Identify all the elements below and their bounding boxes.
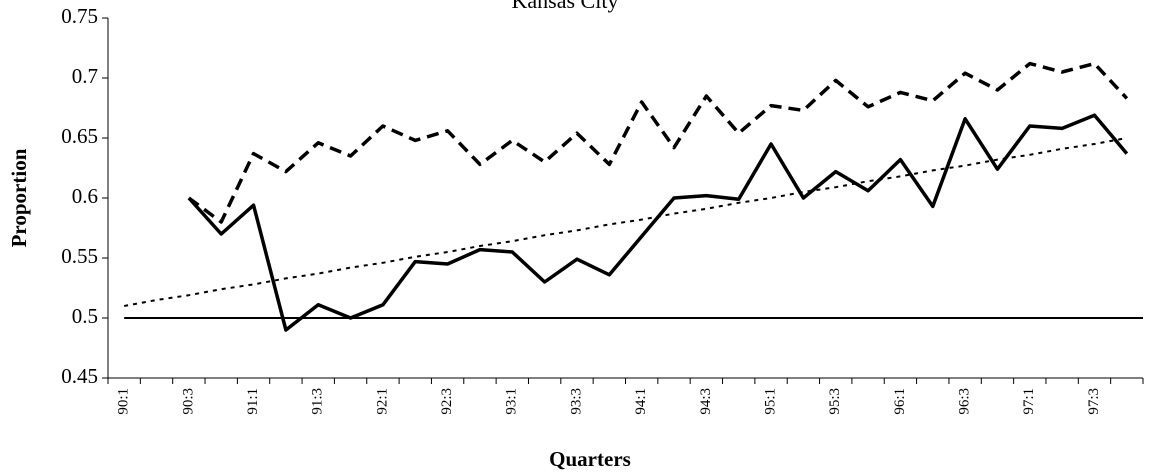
x-tick-label: 94:1 xyxy=(633,388,649,415)
x-tick-label: 97:1 xyxy=(1021,388,1037,415)
x-tick-label: 92:3 xyxy=(439,388,455,415)
x-tick-label: 96:3 xyxy=(957,388,973,415)
x-tick-label: 90:1 xyxy=(116,388,132,415)
y-tick-label: 0.7 xyxy=(72,64,98,88)
x-tick-label: 95:3 xyxy=(827,388,843,415)
series-line xyxy=(187,61,1129,224)
y-tick-label: 0.65 xyxy=(61,124,98,148)
x-tick-label: 92:1 xyxy=(374,388,390,415)
y-tick-label: 0.6 xyxy=(72,184,98,208)
y-tick-label: 0.5 xyxy=(72,304,98,328)
x-tick-label: 91:3 xyxy=(310,388,326,415)
x-tick-label: 97:3 xyxy=(1086,388,1102,415)
x-tick-label: 95:1 xyxy=(762,388,778,415)
chart-title: Kansas City xyxy=(512,0,619,13)
x-tick-label: 94:3 xyxy=(698,388,714,415)
y-tick-label: 0.45 xyxy=(61,364,98,388)
x-tick-label: 93:1 xyxy=(504,388,520,415)
x-tick-label: 91:1 xyxy=(245,388,261,415)
x-tick-label: 93:3 xyxy=(568,388,584,415)
series-line xyxy=(123,137,1128,307)
x-tick-label: 90:3 xyxy=(180,388,196,415)
series-line xyxy=(187,113,1129,332)
y-axis-title: Proportion xyxy=(7,148,31,247)
y-tick-label: 0.75 xyxy=(61,4,98,28)
y-tick-label: 0.55 xyxy=(61,244,98,268)
x-tick-label: 96:1 xyxy=(892,388,908,415)
x-axis-title: Quarters xyxy=(549,447,631,471)
